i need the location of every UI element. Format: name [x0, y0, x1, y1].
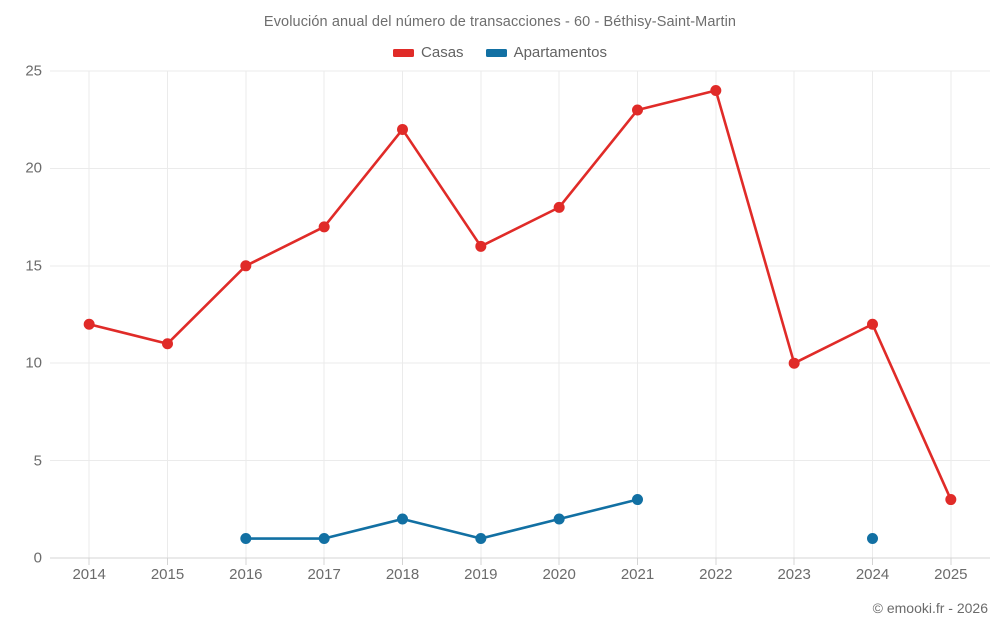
data-point[interactable] — [318, 533, 330, 545]
data-point[interactable] — [397, 513, 408, 525]
data-point[interactable] — [945, 494, 957, 506]
plot-svg — [50, 70, 990, 565]
legend-item-1[interactable]: Casas — [393, 44, 464, 61]
y-tick-label: 10 — [25, 354, 42, 372]
series-2 — [240, 494, 878, 545]
legend-label: Casas — [421, 44, 464, 61]
data-point[interactable] — [632, 494, 643, 506]
y-axis-tick-labels: 0 5 10 15 20 25 — [0, 63, 42, 567]
data-point[interactable] — [318, 221, 330, 233]
data-point[interactable] — [240, 533, 252, 545]
x-tick-label: 2016 — [229, 566, 263, 583]
data-point[interactable] — [553, 513, 565, 525]
x-tick-label: 2023 — [777, 566, 811, 583]
data-point[interactable] — [867, 533, 878, 545]
plot-area — [50, 70, 990, 565]
x-tick-label: 2019 — [464, 566, 498, 583]
series-1 — [83, 84, 957, 506]
data-point[interactable] — [397, 123, 408, 135]
x-tick-label: 2024 — [855, 566, 890, 583]
chart-title: Evolución anual del número de transaccio… — [263, 14, 737, 30]
x-tick-label: 2014 — [72, 566, 106, 583]
data-point[interactable] — [788, 357, 800, 369]
data-point[interactable] — [632, 104, 643, 116]
data-point[interactable] — [475, 533, 487, 545]
legend-label: Apartamentos — [513, 44, 607, 61]
series-line — [87, 89, 953, 501]
data-point[interactable] — [553, 201, 565, 213]
x-tick-label: 2018 — [385, 566, 420, 583]
series-line — [244, 498, 639, 540]
x-tick-label: 2017 — [307, 566, 341, 583]
x-tick-label: 2020 — [542, 566, 576, 583]
x-tick-label: 2025 — [934, 566, 968, 583]
y-tick-label: 25 — [25, 62, 42, 80]
y-tick-label: 15 — [25, 257, 42, 275]
footer-credit: © emooki.fr - 2026 — [872, 600, 988, 616]
data-point[interactable] — [240, 260, 252, 272]
x-axis — [50, 557, 990, 565]
data-point[interactable] — [83, 318, 95, 330]
x-tick-label: 2022 — [699, 566, 733, 583]
legend-item-2[interactable]: Apartamentos — [485, 44, 607, 61]
data-point[interactable] — [162, 338, 173, 350]
chart-legend: Casas Apartamentos — [0, 44, 1000, 61]
gridlines — [50, 70, 990, 559]
y-tick-label: 20 — [25, 159, 42, 177]
y-tick-label: 0 — [33, 549, 42, 567]
data-point[interactable] — [710, 84, 722, 96]
legend-swatch-icon — [393, 48, 415, 57]
x-axis-tick-labels: 2014 2015 2016 2017 2018 2019 2020 2021 2022 2023… — [50, 566, 990, 588]
data-point[interactable] — [867, 318, 878, 330]
data-point[interactable] — [475, 240, 487, 252]
x-tick-label: 2015 — [150, 566, 185, 583]
legend-swatch-icon — [485, 48, 507, 57]
x-tick-label: 2021 — [620, 566, 655, 583]
y-tick-label: 5 — [33, 452, 42, 470]
